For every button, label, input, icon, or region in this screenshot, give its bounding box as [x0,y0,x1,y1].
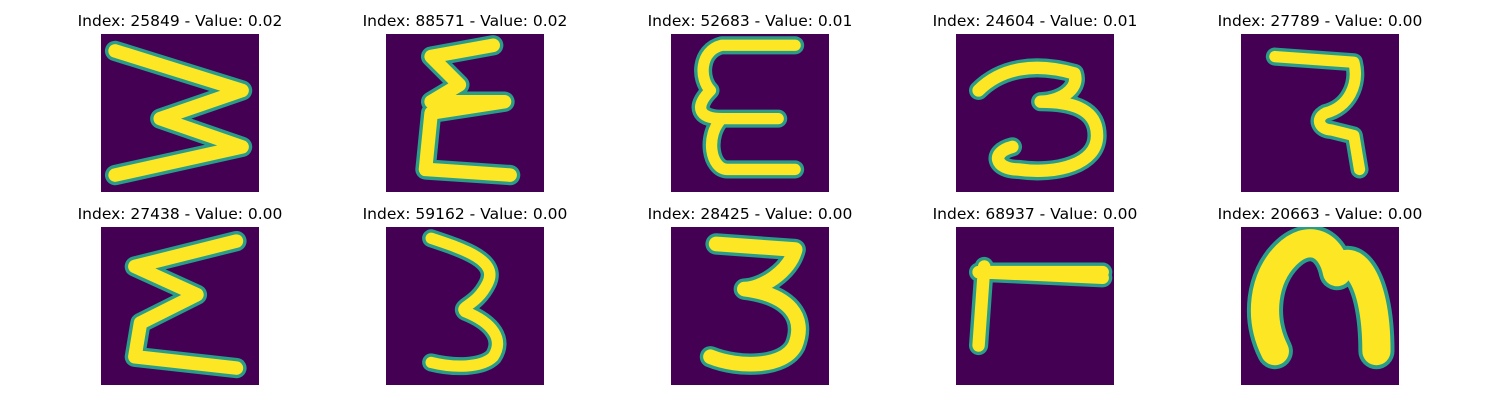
digit-image-4 [956,34,1114,192]
panel-title-10: Index: 20663 - Value: 0.00 [1217,205,1423,223]
digit-image-3 [671,34,829,192]
digit-image-6 [101,227,259,385]
panel-title-3: Index: 52683 - Value: 0.01 [647,12,853,30]
panel-title-4: Index: 24604 - Value: 0.01 [932,12,1138,30]
panel-title-5: Index: 27789 - Value: 0.00 [1217,12,1423,30]
digit-image-7 [386,227,544,385]
panel-title-9: Index: 68937 - Value: 0.00 [932,205,1138,223]
panel-title-2: Index: 88571 - Value: 0.02 [362,12,568,30]
digit-image-2 [386,34,544,192]
panel-title-6: Index: 27438 - Value: 0.00 [77,205,283,223]
panel-title-1: Index: 25849 - Value: 0.02 [77,12,283,30]
digit-image-10 [1241,227,1399,385]
panel-title-8: Index: 28425 - Value: 0.00 [647,205,853,223]
panel-title-7: Index: 59162 - Value: 0.00 [362,205,568,223]
digit-image-9 [956,227,1114,385]
digit-image-8 [671,227,829,385]
digit-image-5 [1241,34,1399,192]
digit-image-1 [101,34,259,192]
